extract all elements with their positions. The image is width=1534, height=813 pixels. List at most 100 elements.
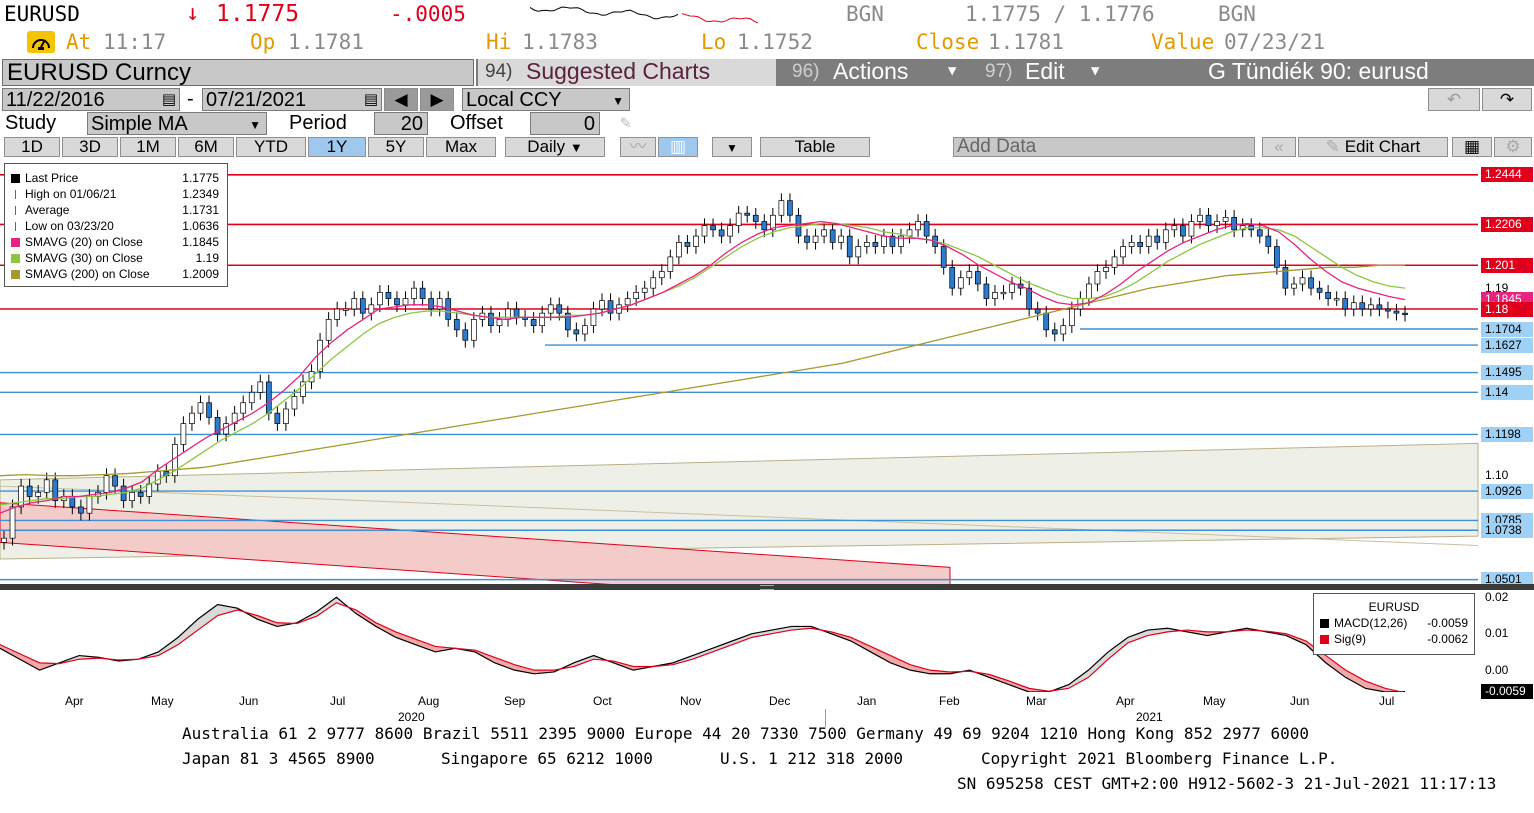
support-tag: 1.0738 [1481, 522, 1533, 538]
at-label: At [66, 30, 92, 54]
resistance-tag: 1.18 [1481, 301, 1533, 317]
candle-body [889, 235, 896, 247]
suggested-charts-button[interactable]: 94) Suggested Charts [478, 58, 776, 86]
period-button-1d[interactable]: 1D [4, 137, 60, 157]
candle-body [470, 319, 477, 341]
macd-series-value: -0.0059 [1427, 616, 1468, 630]
period-button-1m[interactable]: 1M [120, 137, 176, 157]
macd-histogram-fill [178, 619, 198, 645]
line-chart-button[interactable]: 〰 [620, 137, 656, 157]
add-data-field[interactable]: Add Data [953, 137, 1255, 157]
collapse-button[interactable]: « [1262, 137, 1296, 157]
legend-row: Last Price 1.1775 [11, 170, 223, 186]
calendar-icon[interactable]: ▤ [161, 91, 176, 108]
candle-body [1137, 241, 1144, 247]
currency-select[interactable]: Local CCY ▼ [462, 88, 630, 111]
date-forward-button[interactable]: ▶ [420, 88, 454, 111]
candle-body [1009, 283, 1015, 293]
table-button[interactable]: Table [760, 137, 870, 157]
candle-body [248, 391, 255, 404]
candle-body [291, 396, 298, 410]
date-back-button[interactable]: ◀ [384, 88, 418, 111]
macd-chart[interactable] [0, 590, 1534, 692]
candle-body [394, 298, 400, 306]
x-axis-month: Jul [330, 694, 346, 708]
candle-body [667, 256, 674, 272]
price-chart[interactable] [0, 159, 1534, 584]
candle-body [419, 287, 426, 299]
chart-settings-button[interactable]: ▦ [1452, 137, 1492, 157]
candle-body [411, 287, 417, 299]
macd-histogram-fill [158, 637, 179, 656]
candle-body [78, 506, 84, 514]
x-axis-month: Nov [680, 694, 702, 708]
study-select[interactable]: Simple MA ▼ [87, 112, 267, 135]
macd-histogram-fill [910, 664, 931, 674]
candle-body [1265, 235, 1272, 247]
end-date-field[interactable]: 07/21/2021 ▤ [202, 88, 382, 111]
macd-histogram-fill [356, 610, 376, 627]
macd-histogram-fill [1365, 681, 1386, 692]
security-field[interactable]: EURUSD Curncy [2, 59, 474, 86]
macd-y-tick: 0.00 [1485, 662, 1509, 677]
macd-series-name: MACD(12,26) [1334, 616, 1408, 630]
period-button-1y[interactable]: 1Y [308, 137, 366, 157]
start-date-field[interactable]: 11/22/2016 ▤ [2, 88, 180, 111]
undo-button[interactable]: ↶ [1428, 88, 1480, 111]
edit-menu-button[interactable]: 97) Edit ▼ [975, 58, 1115, 86]
panel-divider[interactable] [0, 584, 1534, 590]
quote-source-2: BGN [1218, 2, 1256, 26]
legend-label: Last Price [25, 171, 79, 185]
candle-body [154, 471, 161, 485]
candle-chart-button[interactable]: ▥ [658, 137, 698, 157]
low-value: 1.1752 [737, 30, 813, 54]
actions-menu-button[interactable]: 96) Actions ▼ [785, 58, 969, 86]
pencil-icon[interactable]: ✎ [620, 112, 631, 133]
macd-histogram-fill [19, 653, 40, 671]
chevron-down-icon: ▼ [726, 141, 738, 155]
candle-body [1051, 329, 1058, 335]
macd-histogram-fill [1385, 688, 1405, 692]
add-data-label: Add Data [957, 136, 1037, 157]
macd-histogram-fill [633, 666, 654, 671]
candle-body [368, 304, 375, 314]
edit-chart-button[interactable]: ✎ Edit Chart [1298, 137, 1448, 157]
security-name: EURUSD Curncy [7, 59, 192, 86]
legend-value: 1.1845 [182, 235, 219, 249]
calendar-icon[interactable]: ▤ [363, 91, 378, 108]
edit-label: Edit [1025, 58, 1065, 84]
support-tag: 1.1627 [1481, 337, 1533, 353]
legend-row: Average 1.1731 [11, 202, 223, 218]
candle-body [676, 241, 682, 258]
macd-histogram-fill [850, 637, 871, 652]
chart-type-dropdown[interactable]: ▼ [712, 137, 752, 157]
redo-button[interactable]: ↷ [1482, 88, 1532, 111]
candle-body [1274, 246, 1280, 268]
legend-label: High on 01/06/21 [25, 187, 117, 201]
period-button-ytd[interactable]: YTD [236, 137, 306, 157]
speedometer-icon[interactable] [27, 31, 55, 53]
period-button-6m[interactable]: 6M [178, 137, 234, 157]
sma20-line [0, 220, 1406, 514]
offset-input[interactable]: 0 [530, 112, 600, 135]
study-label: Study [5, 112, 57, 134]
period-button-max[interactable]: Max [426, 137, 496, 157]
legend-row: SMAVG (200) on Close 1.2009 [11, 266, 223, 282]
actions-label: Actions [833, 58, 909, 84]
period-button-3d[interactable]: 3D [62, 137, 118, 157]
macd-histogram-fill [375, 622, 396, 638]
period-input[interactable]: 20 [374, 112, 428, 135]
resistance-tag: 1.2444 [1481, 167, 1533, 183]
legend-swatch [15, 222, 20, 231]
x-axis-month: Jun [239, 694, 259, 708]
candle-body [43, 479, 50, 493]
legend-value: 1.0636 [182, 219, 219, 233]
macd-histogram-fill [692, 648, 713, 660]
candle-body [189, 412, 195, 424]
frequency-select[interactable]: Daily ▼ [505, 137, 605, 157]
period-button-5y[interactable]: 5Y [368, 137, 424, 157]
candle-body [1180, 225, 1186, 237]
candle-body [274, 412, 281, 424]
x-axis-month: May [151, 694, 174, 708]
gear-button[interactable]: ⚙ [1494, 137, 1532, 157]
